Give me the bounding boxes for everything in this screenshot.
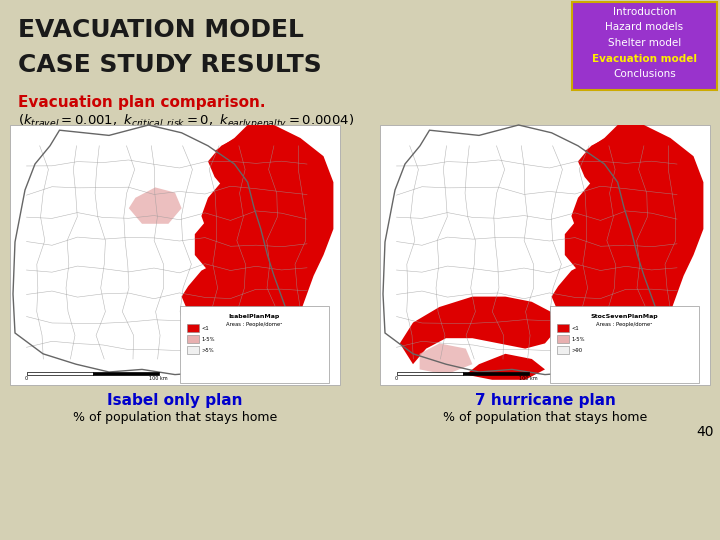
FancyBboxPatch shape: [380, 125, 710, 385]
Text: 1-5%: 1-5%: [202, 337, 215, 342]
Text: >90: >90: [572, 348, 582, 353]
Bar: [557, 324, 569, 332]
Text: % of population that stays home: % of population that stays home: [443, 410, 647, 423]
Polygon shape: [400, 296, 558, 364]
Text: Areas : People/dome²: Areas : People/dome²: [226, 322, 282, 327]
Bar: [557, 346, 569, 354]
Polygon shape: [578, 136, 670, 208]
Bar: [186, 335, 199, 343]
Polygon shape: [572, 125, 703, 372]
Polygon shape: [208, 136, 300, 208]
Text: 40: 40: [696, 425, 714, 439]
Text: Conclusions: Conclusions: [613, 69, 676, 79]
FancyBboxPatch shape: [0, 0, 720, 90]
Polygon shape: [466, 354, 545, 380]
Text: StocSevenPlanMap: StocSevenPlanMap: [590, 314, 658, 319]
Polygon shape: [564, 208, 651, 281]
Polygon shape: [420, 343, 472, 375]
Text: Hazard models: Hazard models: [606, 23, 683, 32]
Text: 0: 0: [395, 376, 398, 381]
Text: >5%: >5%: [202, 348, 215, 353]
Text: Shelter model: Shelter model: [608, 38, 681, 48]
Text: 7 hurricane plan: 7 hurricane plan: [474, 393, 616, 408]
FancyBboxPatch shape: [572, 2, 717, 90]
Bar: [186, 346, 199, 354]
Text: Areas : People/dome²: Areas : People/dome²: [596, 322, 652, 327]
Text: % of population that stays home: % of population that stays home: [73, 410, 277, 423]
Text: 0: 0: [25, 376, 28, 381]
Polygon shape: [129, 187, 181, 224]
Text: IsabelPlanMap: IsabelPlanMap: [228, 314, 280, 319]
Polygon shape: [202, 125, 333, 372]
Bar: [186, 324, 199, 332]
Text: EVACUATION MODEL: EVACUATION MODEL: [18, 18, 304, 42]
Text: 100 km: 100 km: [519, 376, 538, 381]
Polygon shape: [195, 208, 281, 281]
Polygon shape: [181, 260, 274, 328]
Text: Introduction: Introduction: [613, 7, 676, 17]
Text: $(k_{travel}=0.001,\ k_{critical\_risk}=0,\ k_{earlypenalty}=0.0004)$: $(k_{travel}=0.001,\ k_{critical\_risk}=…: [18, 113, 354, 131]
Text: <1: <1: [572, 326, 580, 330]
FancyBboxPatch shape: [10, 125, 340, 385]
Text: Isabel only plan: Isabel only plan: [107, 393, 243, 408]
Text: Evacuation plan comparison.: Evacuation plan comparison.: [18, 94, 266, 110]
FancyBboxPatch shape: [549, 306, 699, 383]
Text: Evacuation model: Evacuation model: [592, 53, 697, 64]
Text: <1: <1: [202, 326, 210, 330]
Bar: [557, 335, 569, 343]
Text: 100 km: 100 km: [149, 376, 168, 381]
Text: CASE STUDY RESULTS: CASE STUDY RESULTS: [18, 53, 322, 77]
Text: 1-5%: 1-5%: [572, 337, 585, 342]
FancyBboxPatch shape: [179, 306, 329, 383]
Polygon shape: [552, 260, 644, 328]
